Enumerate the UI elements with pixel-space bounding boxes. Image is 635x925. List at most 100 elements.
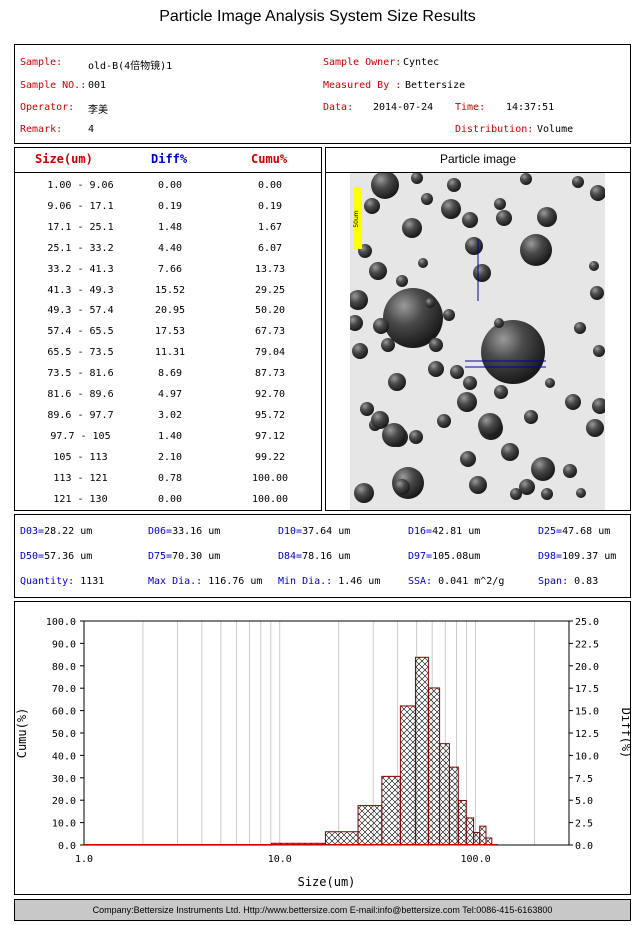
particle xyxy=(460,451,476,467)
y-tick-label-left: 40.0 xyxy=(52,751,76,762)
plot-frame xyxy=(83,620,570,846)
scale-bar-label: 50um xyxy=(353,210,360,227)
stat-value: 57.36 um xyxy=(44,551,93,562)
stat-key: Max Dia.: xyxy=(148,576,203,587)
particle xyxy=(481,320,545,384)
particle xyxy=(589,261,599,271)
particle xyxy=(463,376,477,390)
histogram-bar xyxy=(465,817,475,846)
diff-cell: 1.48 xyxy=(157,221,183,233)
histogram-bar xyxy=(485,837,493,846)
stat-key: D50= xyxy=(20,551,45,562)
particle xyxy=(429,338,443,352)
particle xyxy=(592,398,605,414)
stat-key: D25= xyxy=(538,526,563,537)
histogram-bar xyxy=(381,775,401,846)
y-tick-label-left: 10.0 xyxy=(52,819,76,830)
y-tick-label-right: 15.0 xyxy=(575,707,599,718)
size-range-cell: 9.06 - 17.1 xyxy=(47,200,114,212)
sample-value: old-B(4倍物镜)1 xyxy=(88,61,173,72)
particle xyxy=(382,423,406,447)
stat-item: D16=42.81 um xyxy=(408,526,480,537)
particle xyxy=(520,234,552,266)
cumu-header: Cumu% xyxy=(251,152,288,166)
stat-key: Min Dia.: xyxy=(278,576,333,587)
stat-key: D98= xyxy=(538,551,563,562)
particle xyxy=(350,315,363,331)
size-range-cell: 73.5 - 81.6 xyxy=(47,368,114,380)
diff-cell: 0.78 xyxy=(157,472,183,484)
remark-value: 4 xyxy=(88,124,95,135)
diff-cell: 0.00 xyxy=(157,493,183,505)
cumu-cell: 50.20 xyxy=(254,305,286,317)
particle-micrograph: 50um xyxy=(350,173,605,510)
particle xyxy=(590,286,604,300)
cumu-cell: 67.73 xyxy=(254,326,286,338)
size-range-cell: 57.4 - 65.5 xyxy=(47,326,114,338)
report-title: Particle Image Analysis System Size Resu… xyxy=(159,8,476,25)
particle xyxy=(563,464,577,478)
particle xyxy=(520,173,532,185)
y-tick-label-left: 80.0 xyxy=(52,662,76,673)
diff-cell: 4.40 xyxy=(157,242,183,254)
cumu-cell: 79.04 xyxy=(254,347,286,359)
cumu-cell: 13.73 xyxy=(254,263,286,275)
particle xyxy=(396,275,408,287)
size-range-cell: 1.00 - 9.06 xyxy=(47,180,114,191)
stat-item: D06=33.16 um xyxy=(148,526,220,537)
particle xyxy=(494,318,504,328)
particle xyxy=(465,237,483,255)
sample-info-panel: Sample: old-B(4倍物镜)1 Sample Owner: Cynte… xyxy=(14,44,631,144)
size-range-cell: 41.3 - 49.3 xyxy=(47,284,114,296)
y-tick-label-left: 60.0 xyxy=(52,707,76,718)
particle xyxy=(437,414,451,428)
cumu-cell: 97.12 xyxy=(254,430,286,442)
diff-cell: 0.19 xyxy=(157,200,183,212)
measured-by-value: Bettersize xyxy=(405,80,466,91)
particle xyxy=(418,258,428,268)
stat-value: 42.81 um xyxy=(432,526,481,537)
stat-key: Quantity: xyxy=(20,576,75,587)
y-tick-label-left: 30.0 xyxy=(52,774,76,785)
time-value: 14:37:51 xyxy=(506,102,555,113)
stat-value: 0.83 xyxy=(568,576,599,587)
stat-item: Quantity: 1131 xyxy=(20,576,104,587)
particle xyxy=(441,199,461,219)
histogram-bar xyxy=(473,831,481,846)
particle-image-divider xyxy=(326,172,630,173)
stat-value: 33.16 um xyxy=(172,526,221,537)
stat-key: D97= xyxy=(408,551,433,562)
stat-value: 37.64 um xyxy=(302,526,351,537)
stat-item: D97=105.08um xyxy=(408,551,480,562)
stat-key: D06= xyxy=(148,526,173,537)
table-header-divider xyxy=(15,172,321,173)
size-range-cell: 65.5 - 73.5 xyxy=(47,347,114,359)
stat-key: D16= xyxy=(408,526,433,537)
stat-value: 109.37 um xyxy=(562,551,617,562)
particle xyxy=(443,309,455,321)
particle xyxy=(369,262,387,280)
cumu-cell: 100.00 xyxy=(251,472,289,484)
particle xyxy=(352,343,368,359)
statistics-panel: D03=28.22 um D06=33.16 um D10=37.64 um D16=… xyxy=(14,514,631,598)
particle xyxy=(496,210,512,226)
stat-value: 1131 xyxy=(74,576,105,587)
data-value: 2014-07-24 xyxy=(373,102,434,113)
cumu-cell: 29.25 xyxy=(254,284,286,296)
particle xyxy=(494,385,508,399)
stat-key: Span: xyxy=(538,576,569,587)
cumu-cell: 92.70 xyxy=(254,389,286,400)
size-range-cell: 49.3 - 57.4 xyxy=(47,305,114,317)
size-range-cell: 25.1 - 33.2 xyxy=(47,242,114,254)
particle xyxy=(519,479,535,495)
particle xyxy=(572,176,584,188)
histogram-bar xyxy=(427,687,441,846)
y-tick-label-right: 5.0 xyxy=(575,796,593,807)
stat-item: D25=47.68 um xyxy=(538,526,610,537)
particle xyxy=(576,488,586,498)
sample-label: Sample: xyxy=(20,57,63,68)
particle xyxy=(586,419,604,437)
particle xyxy=(428,361,444,377)
cumu-cell: 0.19 xyxy=(257,200,283,212)
scale-bar xyxy=(353,187,362,249)
